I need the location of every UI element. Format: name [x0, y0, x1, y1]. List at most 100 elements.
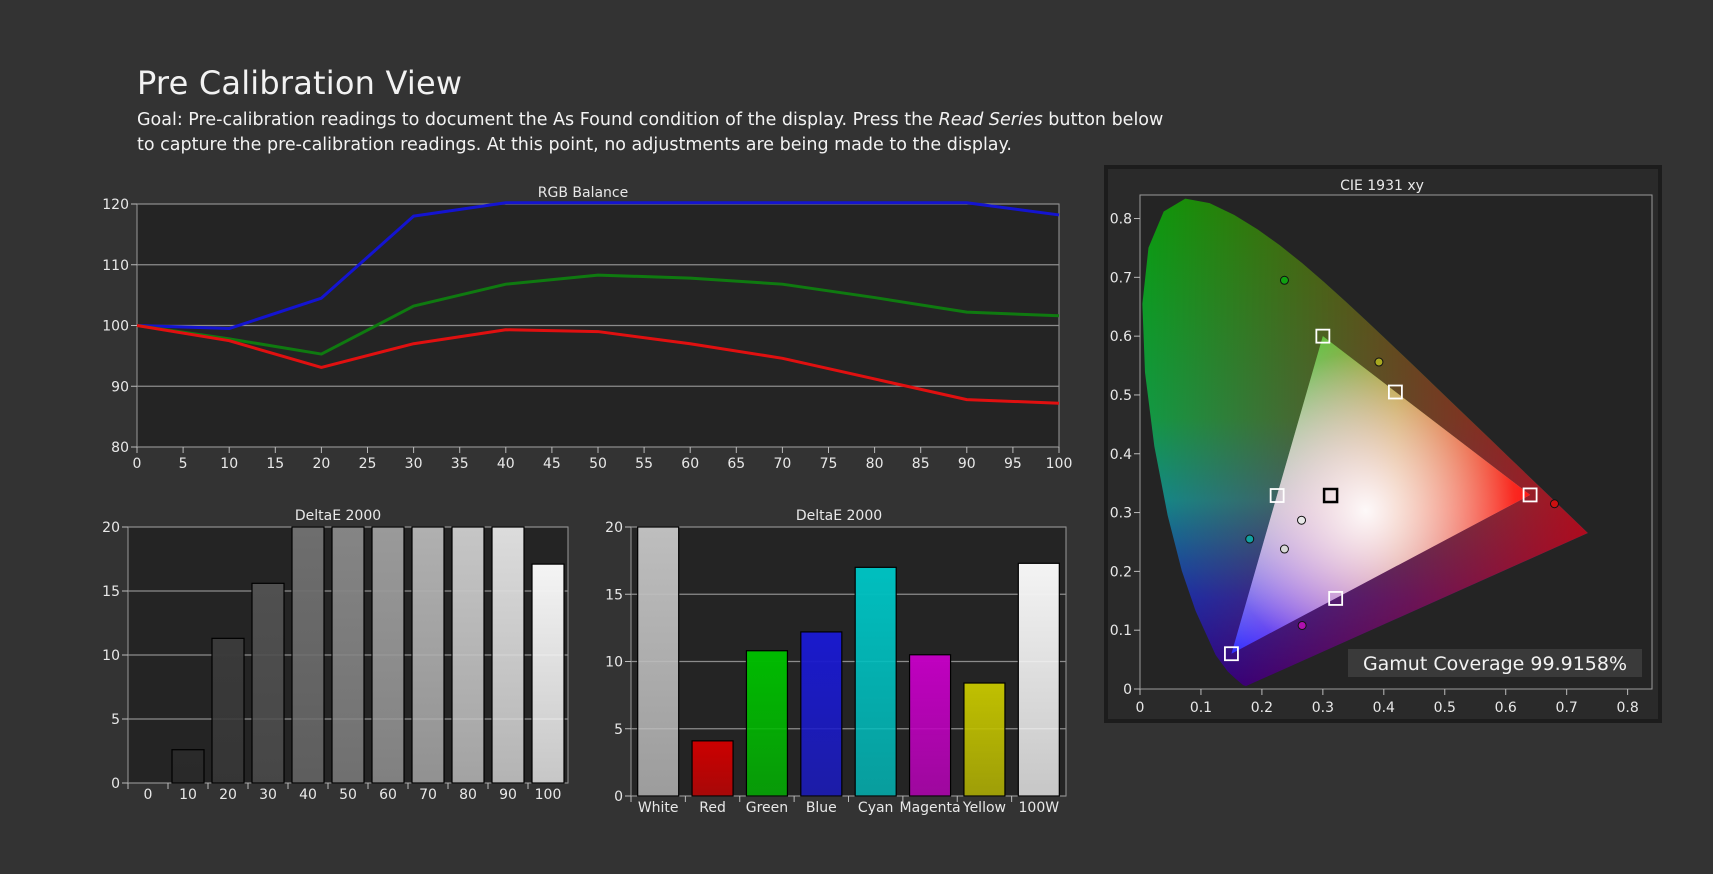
category-label: Green: [746, 800, 788, 816]
x-tick-label: 65: [727, 456, 745, 472]
bar: [963, 682, 1006, 797]
goal-description: Goal: Pre-calibration readings to docume…: [137, 108, 1177, 158]
category-label: 100W: [1019, 800, 1060, 816]
x-tick-label: 35: [451, 456, 469, 472]
x-tick-label: 20: [312, 456, 330, 472]
y-tick-label: 15: [102, 584, 120, 600]
category-label: 30: [259, 787, 277, 803]
category-label: 80: [459, 787, 477, 803]
x-tick-label: 55: [635, 456, 653, 472]
bar: [854, 566, 897, 797]
bar: [800, 631, 843, 797]
gamut-coverage-box: [1348, 649, 1642, 677]
page-title: Pre Calibration View: [137, 64, 463, 102]
y-tick-label: 100: [102, 319, 129, 335]
bar: [171, 749, 205, 784]
bar: [451, 526, 485, 784]
y-tick-label: 0.6: [1110, 329, 1132, 345]
x-tick-label: 0.1: [1190, 700, 1212, 716]
category-label: 40: [299, 787, 317, 803]
x-tick-label: 100: [1046, 456, 1073, 472]
category-label: 90: [499, 787, 517, 803]
bar: [331, 526, 365, 784]
target-marker: [1522, 487, 1538, 503]
y-tick-label: 0.5: [1110, 388, 1132, 404]
category-label: Magenta: [900, 800, 961, 816]
y-tick-label: 110: [102, 258, 129, 274]
read-series-emphasis: Read Series: [938, 110, 1043, 130]
category-label: 0: [144, 787, 153, 803]
category-label: 10: [179, 787, 197, 803]
x-tick-label: 5: [179, 456, 188, 472]
gamut-coverage-label: Gamut Coverage 99.9158%: [1363, 653, 1627, 675]
y-tick-label: 0.2: [1110, 564, 1132, 580]
goal-text-suffix: button below to capture the pre-calibrat…: [137, 110, 1164, 155]
bar: [745, 650, 789, 797]
x-tick-label: 0.5: [1434, 700, 1456, 716]
category-label: 60: [379, 787, 397, 803]
goal-text-prefix: Goal: Pre-calibration readings to docume…: [137, 110, 939, 130]
measured-point: [1297, 515, 1307, 525]
bar: [371, 526, 405, 784]
measured-point: [1245, 534, 1255, 544]
bar: [411, 526, 445, 784]
y-tick-label: 90: [111, 379, 129, 395]
category-label: Blue: [806, 800, 837, 816]
category-label: White: [638, 800, 679, 816]
y-tick-label: 10: [102, 648, 120, 664]
chart-title: RGB Balance: [538, 185, 628, 201]
x-tick-label: 95: [1004, 456, 1022, 472]
target-marker: [1224, 646, 1239, 662]
x-tick-label: 0.3: [1312, 700, 1334, 716]
x-tick-label: 0.6: [1495, 700, 1517, 716]
y-tick-label: 20: [102, 520, 120, 536]
y-tick-label: 20: [605, 520, 623, 536]
bar: [637, 526, 680, 797]
series-line-1: [136, 273, 1060, 356]
series-line-0: [136, 201, 1060, 331]
chart-title: DeltaE 2000: [796, 508, 882, 524]
x-tick-label: 75: [820, 456, 838, 472]
bar: [531, 563, 565, 784]
series-line-2: [136, 324, 1060, 405]
x-tick-label: 15: [266, 456, 284, 472]
x-tick-label: 45: [543, 456, 561, 472]
target-marker: [1328, 591, 1344, 606]
measured-point: [1374, 357, 1384, 367]
x-tick-label: 80: [866, 456, 884, 472]
target-marker: [1387, 384, 1403, 400]
measured-point: [1297, 620, 1307, 630]
y-tick-label: 120: [102, 197, 129, 213]
x-tick-label: 70: [773, 456, 791, 472]
x-tick-label: 60: [681, 456, 699, 472]
x-tick-label: 0.8: [1616, 700, 1638, 716]
measured-point: [1279, 544, 1289, 554]
bar: [491, 526, 525, 784]
x-tick-label: 85: [912, 456, 930, 472]
y-tick-label: 0.3: [1110, 506, 1132, 522]
x-tick-label: 0: [1136, 700, 1145, 716]
category-label: 100: [535, 787, 562, 803]
x-tick-label: 10: [220, 456, 238, 472]
y-tick-label: 0.7: [1110, 270, 1132, 286]
x-tick-label: 90: [958, 456, 976, 472]
gamut-triangle-white: [1231, 336, 1531, 654]
x-tick-label: 40: [497, 456, 515, 472]
category-label: Red: [699, 800, 726, 816]
y-tick-label: 0.1: [1110, 623, 1132, 639]
bar: [908, 654, 952, 797]
y-tick-label: 10: [605, 655, 623, 671]
category-label: Cyan: [858, 800, 894, 816]
chart-title: DeltaE 2000: [295, 508, 381, 524]
target-marker: [1315, 328, 1331, 344]
bar: [1017, 562, 1060, 797]
y-tick-label: 0.4: [1110, 447, 1132, 463]
measured-point: [1549, 499, 1559, 509]
target-marker: [1269, 488, 1285, 503]
y-tick-label: 15: [605, 587, 623, 603]
category-label: 50: [339, 787, 357, 803]
